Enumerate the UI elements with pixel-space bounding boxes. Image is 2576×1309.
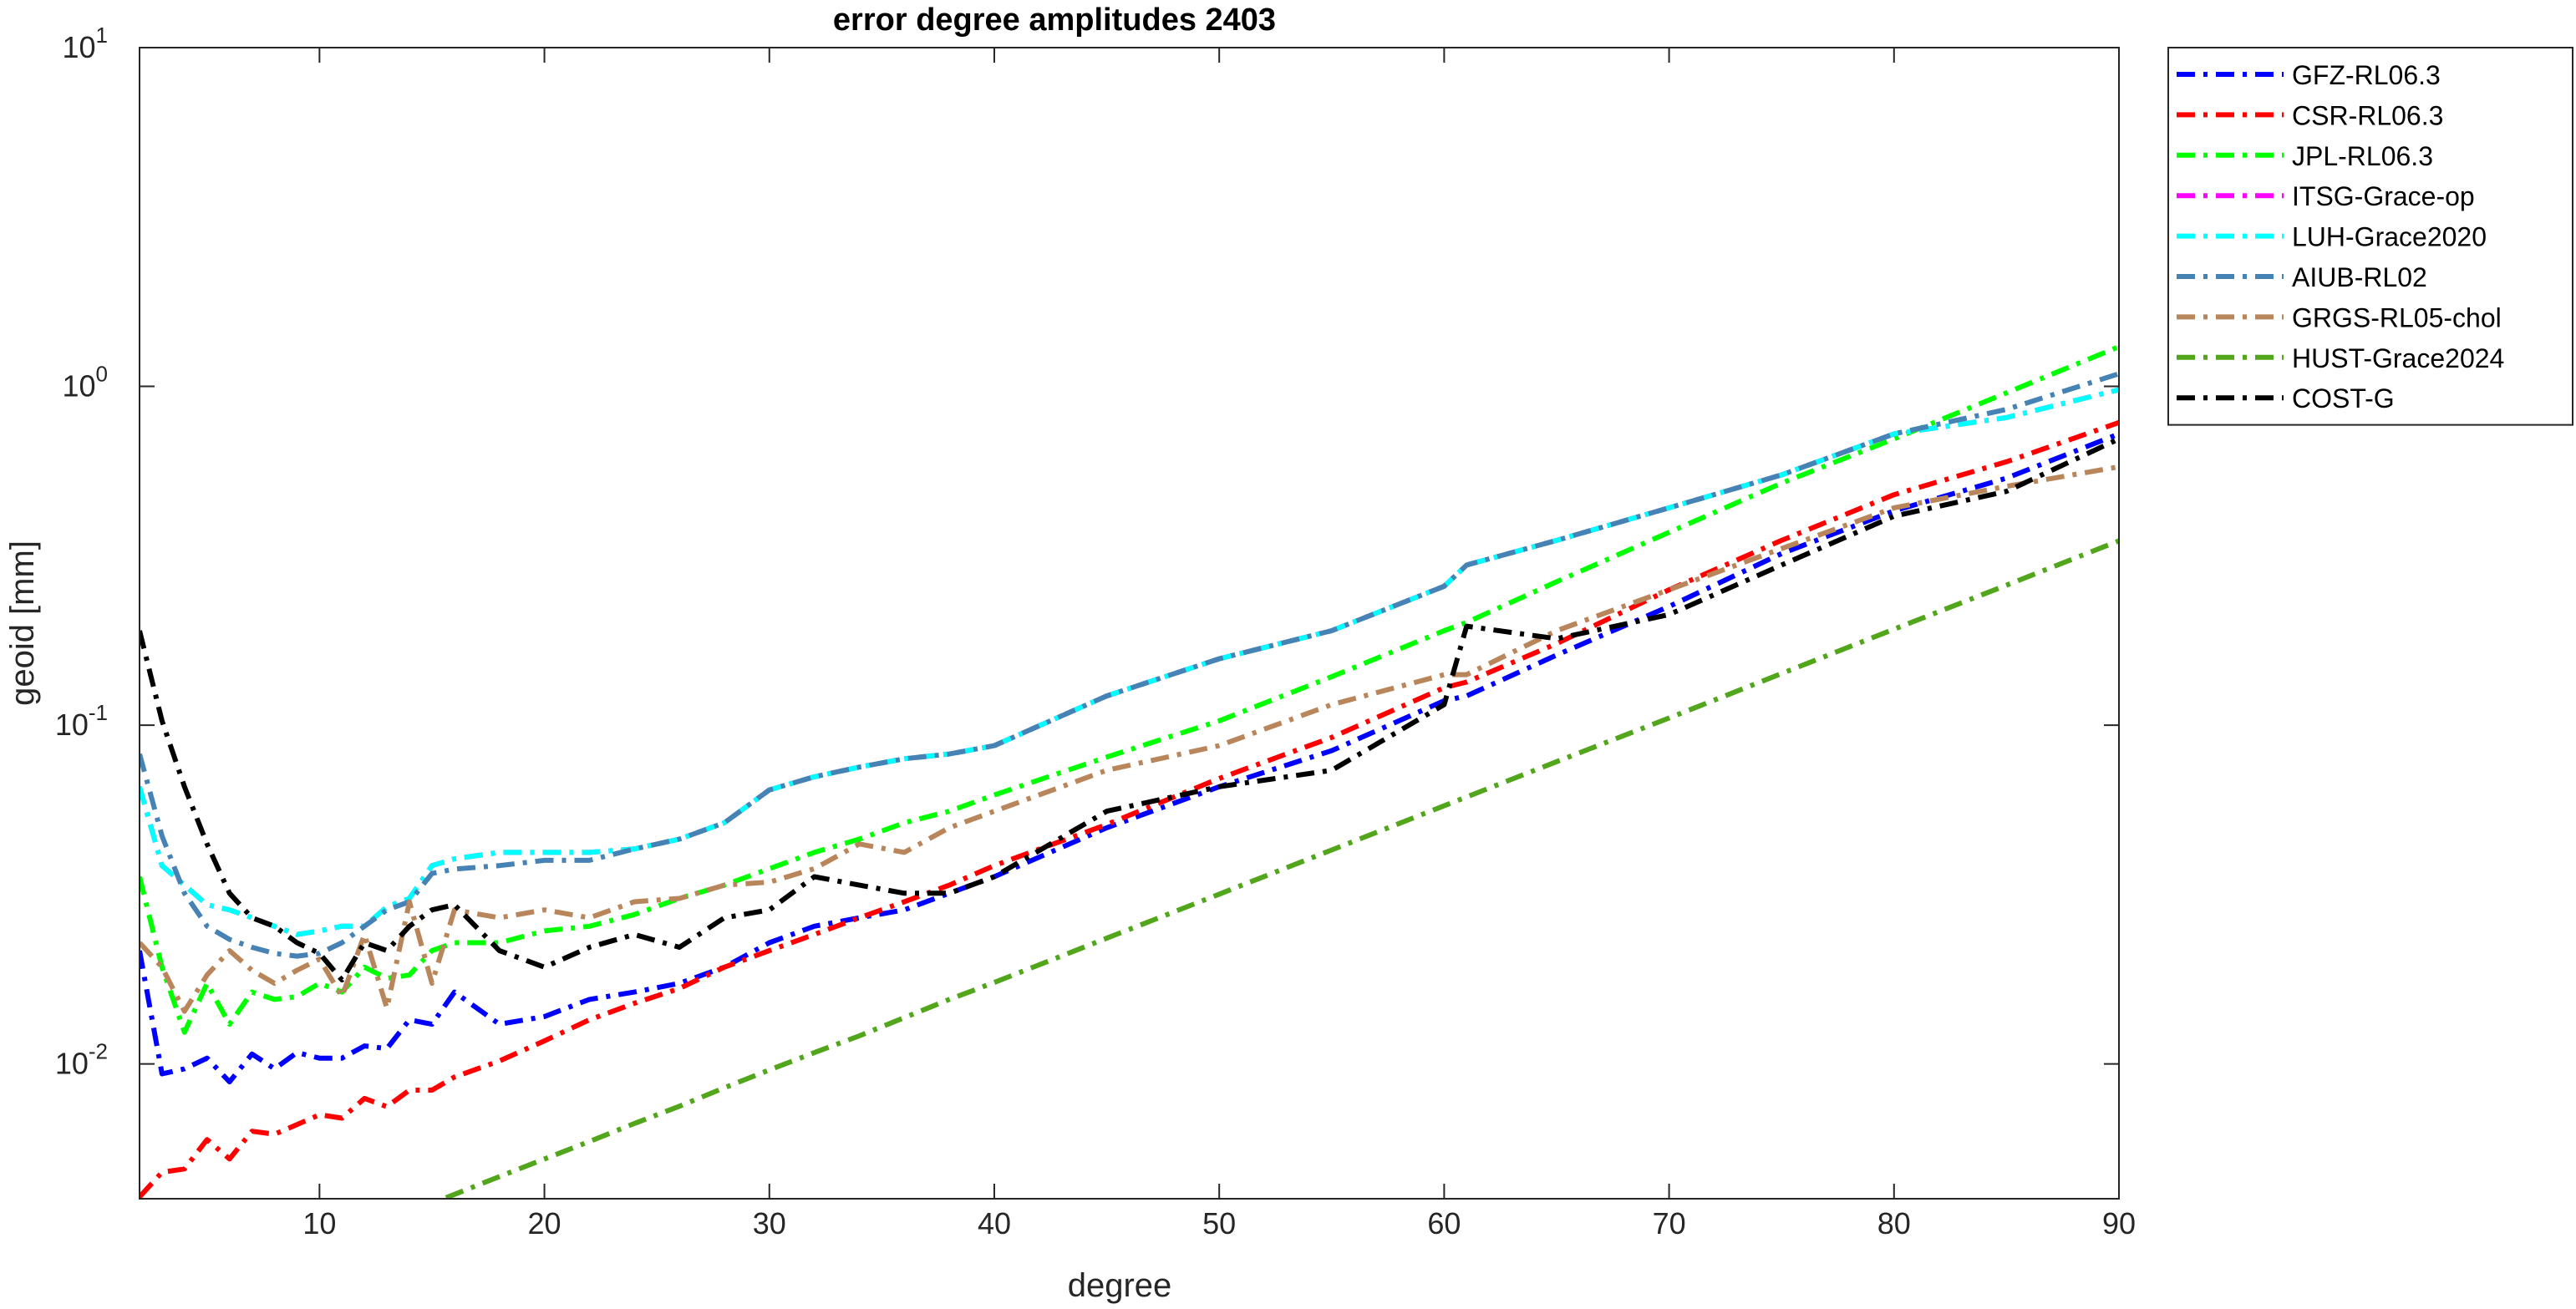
series-line <box>436 538 2119 1199</box>
legend-label: JPL-RL06.3 <box>2292 141 2433 171</box>
legend-label: HUST-Grace2024 <box>2292 343 2504 373</box>
y-tick-label: 100 <box>62 362 108 403</box>
y-tick-exponent: 1 <box>96 23 108 48</box>
y-tick-base: 10 <box>62 30 95 64</box>
axes-box <box>139 47 2120 1200</box>
y-tick-label: 10-1 <box>55 700 108 742</box>
legend-label: GFZ-RL06.3 <box>2292 60 2441 90</box>
chart-title: error degree amplitudes 2403 <box>833 3 1276 38</box>
legend-label: GRGS-RL05-chol <box>2292 302 2502 332</box>
series-line <box>140 419 2119 1199</box>
x-tick-label: 60 <box>1427 1206 1461 1241</box>
y-tick-base: 10 <box>55 1047 89 1081</box>
legend-label: LUH-Grace2020 <box>2292 222 2487 252</box>
y-axis-label: geoid [mm] <box>4 540 41 706</box>
series-line <box>140 344 2119 1035</box>
series-line <box>140 371 2119 959</box>
x-tick-label: 40 <box>978 1206 1011 1241</box>
x-tick-label: 50 <box>1202 1206 1236 1241</box>
series-lines <box>140 344 2119 1199</box>
series-line <box>140 464 2119 1014</box>
y-tick-exponent: 0 <box>96 362 108 387</box>
x-tick-label: 20 <box>528 1206 561 1241</box>
x-tick-label: 10 <box>302 1206 336 1241</box>
x-tick-label: 80 <box>1877 1206 1911 1241</box>
legend-label: COST-G <box>2292 383 2395 414</box>
x-axis-label: degree <box>1068 1267 1172 1304</box>
legend-label: ITSG-Grace-op <box>2292 181 2475 211</box>
y-tick-exponent: -2 <box>89 1039 108 1064</box>
legend-box <box>2167 47 2573 426</box>
x-tick-label: 30 <box>753 1206 786 1241</box>
y-tick-base: 10 <box>55 708 89 742</box>
legend-label: AIUB-RL02 <box>2292 262 2427 292</box>
legend-label: CSR-RL06.3 <box>2292 100 2443 130</box>
y-tick-base: 10 <box>62 369 95 403</box>
x-tick-label: 70 <box>1653 1206 1686 1241</box>
x-tick-label: 90 <box>2102 1206 2136 1241</box>
y-tick-label: 101 <box>62 23 108 64</box>
y-tick-label: 10-2 <box>55 1039 108 1081</box>
y-tick-exponent: -1 <box>89 700 108 725</box>
plot-area <box>140 48 2119 1199</box>
